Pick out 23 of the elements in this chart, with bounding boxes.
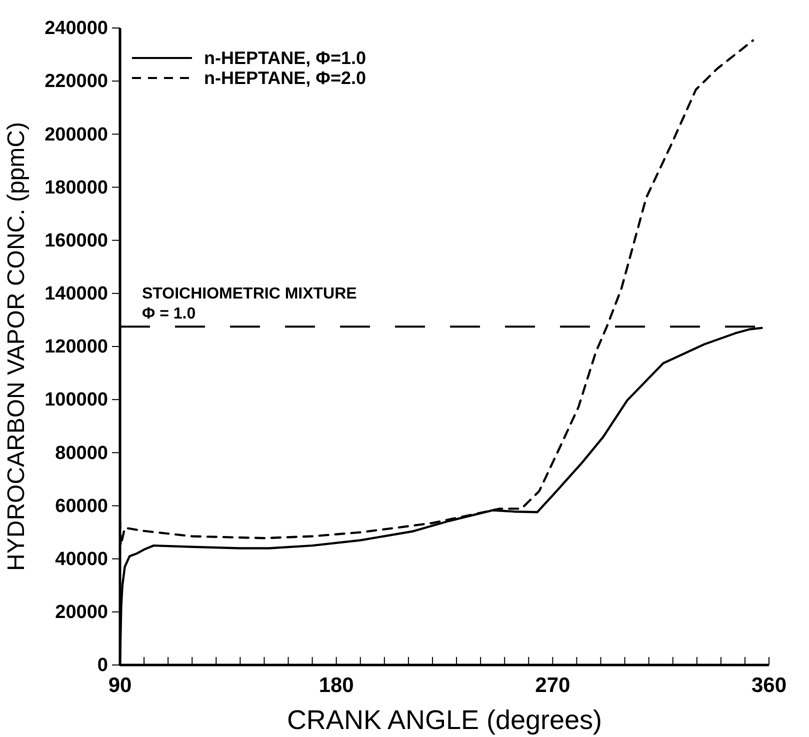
y-tick-label: 60000 <box>55 496 108 517</box>
y-tick-label: 80000 <box>55 442 108 464</box>
y-axis-title: HYDROCARBON VAPOR CONC. (ppmC) <box>3 122 30 571</box>
legend-label: n-HEPTANE, Φ=2.0 <box>204 68 366 88</box>
x-tick-label: 180 <box>318 674 354 697</box>
y-tick-label: 100000 <box>44 390 108 411</box>
annotation: Φ = 1.0 <box>142 306 196 323</box>
y-tick-label: 180000 <box>44 177 108 198</box>
y-tick-label: 200000 <box>44 124 108 146</box>
y-tick-label: 140000 <box>44 283 108 304</box>
x-tick-label: 360 <box>751 674 787 697</box>
x-tick-label: 270 <box>535 674 570 697</box>
y-tick-label: 160000 <box>44 230 108 252</box>
y-tick-label: 240000 <box>44 18 108 40</box>
legend-label: n-HEPTANE, Φ=1.0 <box>204 48 366 68</box>
y-tick-label: 20000 <box>55 602 108 623</box>
y-tick-label: 220000 <box>44 71 108 92</box>
ref-line-label: STOICHIOMETRIC MIXTURE <box>142 286 358 303</box>
x-tick-label: 90 <box>108 674 132 697</box>
x-axis-title: CRANK ANGLE (degrees) <box>286 705 602 735</box>
y-tick-label: 0 <box>97 655 108 676</box>
y-tick-label: 40000 <box>55 548 108 570</box>
y-tick-label: 120000 <box>44 336 108 358</box>
